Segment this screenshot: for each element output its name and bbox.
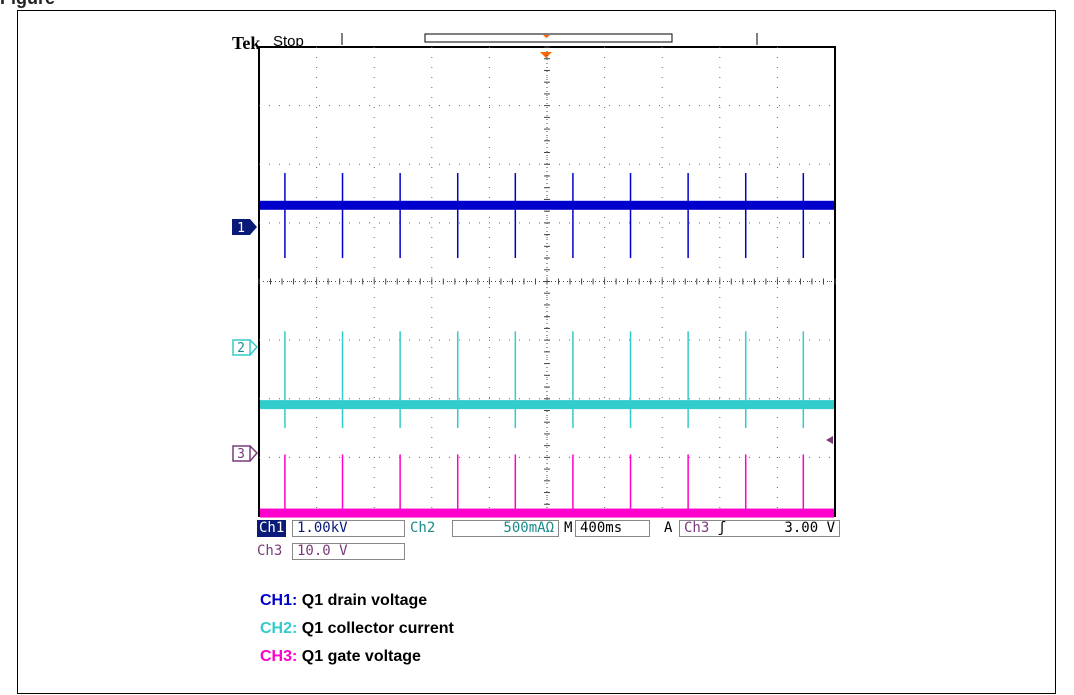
legend-ch3: CH3: Q1 gate voltage (260, 648, 421, 666)
legend-ch1-tag: CH1: (260, 592, 298, 609)
traces (260, 173, 834, 518)
legend-ch2: CH2: Q1 collector current (260, 620, 454, 638)
series-2-baseline (260, 400, 834, 410)
scope-brand: Tek (232, 33, 261, 53)
legend-ch1-text: Q1 drain voltage (301, 592, 428, 609)
series-3-baseline (260, 508, 834, 518)
timebase-label: M (564, 520, 573, 536)
legend-ch3-text: Q1 gate voltage (301, 648, 421, 665)
ch1-readout-label: Ch1 (257, 520, 287, 537)
ch2-scale-readout: 500mAΩ (452, 520, 559, 537)
ch3-scale-readout: 10.0 V (292, 543, 405, 560)
ch3-marker-label: 3 (237, 447, 245, 462)
legend-ch3-tag: CH3: (260, 648, 298, 665)
series-2 (260, 331, 834, 429)
timebase-readout: 400ms (575, 520, 650, 537)
ch2-readout-label: Ch2 (410, 520, 436, 536)
ch3-readout-label: Ch3 (257, 543, 283, 559)
scope-acquisition-state: Stop (273, 33, 304, 50)
trigger-position-marker-screen (540, 52, 552, 58)
legend-ch2-text: Q1 collector current (301, 620, 454, 637)
legend-ch1: CH1: Q1 drain voltage (260, 592, 427, 610)
figure-caption-text: Figure (0, 0, 55, 9)
ch2-marker: 2 (232, 339, 259, 356)
graticule (258, 46, 836, 517)
legend-ch2-tag: CH2: (260, 620, 298, 637)
series-1-baseline (260, 200, 834, 210)
trigger-slope-icon: ʃ (717, 520, 727, 536)
record-window-bar (424, 33, 673, 43)
trigger-level: 3.00 V (784, 520, 835, 536)
ch2-marker-label: 2 (237, 341, 245, 356)
series-3 (260, 454, 834, 518)
trigger-readout: Ch3 ʃ 3.00 V (679, 520, 840, 537)
figure-caption-cut: Figure (0, 0, 1074, 10)
trigger-position-marker-top (543, 35, 550, 38)
ch1-scale-readout: 1.00kV (292, 520, 405, 537)
ch1-marker-label: 1 (237, 221, 245, 236)
ch3-marker: 3 (232, 445, 259, 462)
trigger-level-marker (826, 436, 833, 444)
ch1-marker: 1 (232, 219, 257, 236)
series-1 (260, 173, 834, 259)
figure-frame (17, 10, 1056, 694)
trigger-source: Ch3 (684, 520, 710, 536)
trigger-mode-label: A (664, 520, 673, 536)
